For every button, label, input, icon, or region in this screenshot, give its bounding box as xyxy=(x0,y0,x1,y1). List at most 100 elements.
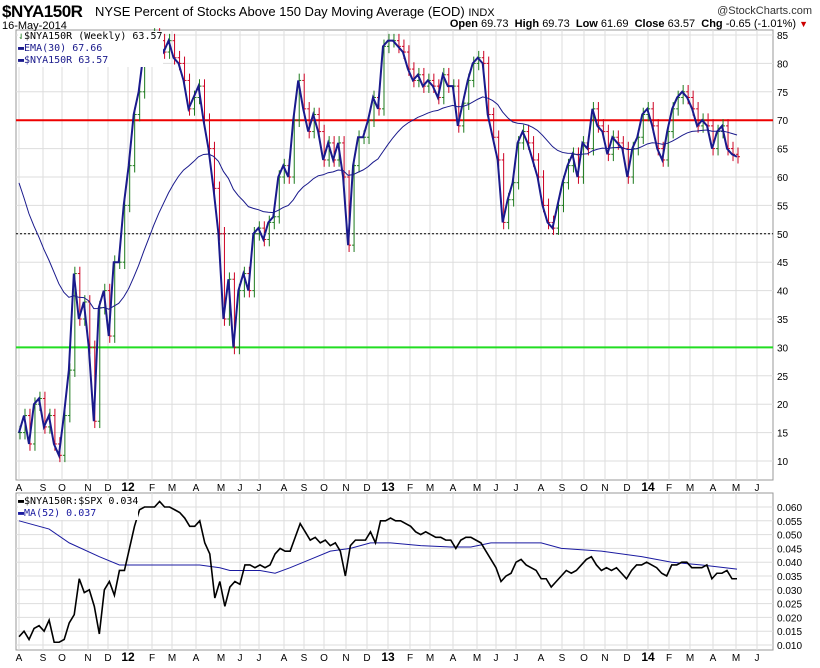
x-tick-label: M xyxy=(217,483,225,494)
x-tick-label: A xyxy=(710,653,717,664)
legend-ratio: ▬$NYA150R:$SPX 0.034 xyxy=(18,496,139,507)
x-tick-label: D xyxy=(623,483,630,494)
x-tick-label: A xyxy=(450,483,457,494)
x-tick-label: F xyxy=(666,483,672,494)
ratio-line xyxy=(18,500,737,644)
bars-icon: ⇃ xyxy=(18,31,25,42)
brand-logo[interactable]: @StockCharts.com xyxy=(717,5,812,17)
chart-description: NYSE Percent of Stocks Above 150 Day Mov… xyxy=(95,4,495,19)
y-tick-label: 25 xyxy=(777,372,789,383)
legend-price: ⇃$NYA150R (Weekly) 63.57 xyxy=(18,31,163,43)
x-tick-label: O xyxy=(580,483,588,494)
legend-ma: ▬MA(52) 0.037 xyxy=(18,508,97,519)
y-tick-label: 55 xyxy=(777,201,789,212)
high-value: 69.73 xyxy=(542,18,570,30)
y-tick-label: 75 xyxy=(777,88,789,99)
x-tick-label: A xyxy=(281,483,288,494)
open-value: 69.73 xyxy=(481,18,509,30)
legend-price-text: $NYA150R (Weekly) 63.57 xyxy=(24,31,163,42)
x-tick-label: J xyxy=(514,653,519,664)
y-tick-label: 0.040 xyxy=(777,558,802,569)
main-panel xyxy=(15,29,774,481)
main-legend: ⇃$NYA150R (Weekly) 63.57 ▬EMA(30) 67.66 … xyxy=(18,31,163,67)
x-tick-label: A xyxy=(193,653,200,664)
x-tick-label: O xyxy=(58,483,66,494)
x-tick-label: 13 xyxy=(381,650,395,664)
x-tick-label: M xyxy=(686,653,694,664)
x-tick-label: M xyxy=(217,653,225,664)
x-tick-label: F xyxy=(407,653,413,664)
x-tick-label: F xyxy=(149,483,155,494)
legend-ratio-text: $NYA150R:$SPX 0.034 xyxy=(24,496,139,507)
x-tick-label: A xyxy=(16,653,23,664)
x-tick-label: J xyxy=(514,483,519,494)
y-tick-label: 0.030 xyxy=(777,586,802,597)
x-tick-label: 14 xyxy=(641,480,655,494)
x-tick-label: M xyxy=(686,483,694,494)
x-tick-label: M xyxy=(426,653,434,664)
chg-value: -0.65 (-1.01%) xyxy=(725,18,797,30)
close-line xyxy=(18,32,738,460)
x-tick-label: M xyxy=(473,483,481,494)
x-tick-label: J xyxy=(494,483,499,494)
x-tick-label: 14 xyxy=(641,650,655,664)
description-text: NYSE Percent of Stocks Above 150 Day Mov… xyxy=(95,4,465,19)
y-tick-label: 0.025 xyxy=(777,600,802,611)
chg-label: Chg xyxy=(701,18,723,30)
x-tick-label: O xyxy=(58,653,66,664)
y-tick-label: 40 xyxy=(777,287,789,298)
x-tick-label: M xyxy=(168,483,176,494)
close-value: 63.57 xyxy=(667,18,696,30)
x-tick-label: A xyxy=(450,653,457,664)
x-tick-label: N xyxy=(601,653,608,664)
y-tick-label: 30 xyxy=(777,343,789,354)
y-tick-label: 70 xyxy=(777,116,789,127)
x-tick-label: N xyxy=(342,653,349,664)
y-tick-label: 80 xyxy=(777,59,789,70)
lower-panel xyxy=(15,492,774,651)
ema30-line xyxy=(18,96,738,310)
lower-legend: ▬$NYA150R:$SPX 0.034 ▬MA(52) 0.037 xyxy=(18,496,139,520)
y-tick-label: 15 xyxy=(777,429,789,440)
x-tick-label: O xyxy=(320,483,328,494)
y-tick-label: 50 xyxy=(777,230,789,241)
high-label: High xyxy=(514,18,540,30)
x-tick-label: 13 xyxy=(381,480,395,494)
x-tick-label: 12 xyxy=(121,650,135,664)
x-tick-label: J xyxy=(755,653,760,664)
y-tick-label: 0.010 xyxy=(777,641,802,652)
y-tick-label: 85 xyxy=(777,31,789,42)
y-tick-label: 0.060 xyxy=(777,503,802,514)
x-tick-label: M xyxy=(473,653,481,664)
x-tick-label: A xyxy=(538,653,545,664)
x-tick-label: M xyxy=(168,653,176,664)
x-tick-label: S xyxy=(559,483,566,494)
x-tick-label: F xyxy=(149,653,155,664)
x-tick-label: F xyxy=(407,483,413,494)
x-tick-label: J xyxy=(238,483,243,494)
x-tick-label: M xyxy=(426,483,434,494)
x-tick-label: A xyxy=(281,653,288,664)
x-tick-label: M xyxy=(732,653,740,664)
y-tick-label: 60 xyxy=(777,173,789,184)
x-tick-label: J xyxy=(238,653,243,664)
exchange: INDX xyxy=(468,7,495,19)
x-tick-label: S xyxy=(40,653,47,664)
x-tick-label: J xyxy=(494,653,499,664)
chart-date: 16-May-2014 xyxy=(2,20,67,32)
x-tick-label: D xyxy=(104,483,111,494)
legend-ma-text: MA(52) 0.037 xyxy=(24,508,97,519)
legend-ema-text: EMA(30) 67.66 xyxy=(24,43,103,54)
legend-close-text: $NYA150R 63.57 xyxy=(24,55,109,66)
x-tick-label: S xyxy=(40,483,47,494)
y-tick-label: 0.055 xyxy=(777,517,802,528)
x-tick-label: A xyxy=(193,483,200,494)
low-value: 61.69 xyxy=(600,18,629,30)
y-tick-label: 0.015 xyxy=(777,627,802,638)
legend-close: ▬$NYA150R 63.57 xyxy=(18,55,109,66)
symbol: $NYA150R xyxy=(2,2,83,21)
y-tick-label: 10 xyxy=(777,457,789,468)
x-tick-label: J xyxy=(257,483,262,494)
